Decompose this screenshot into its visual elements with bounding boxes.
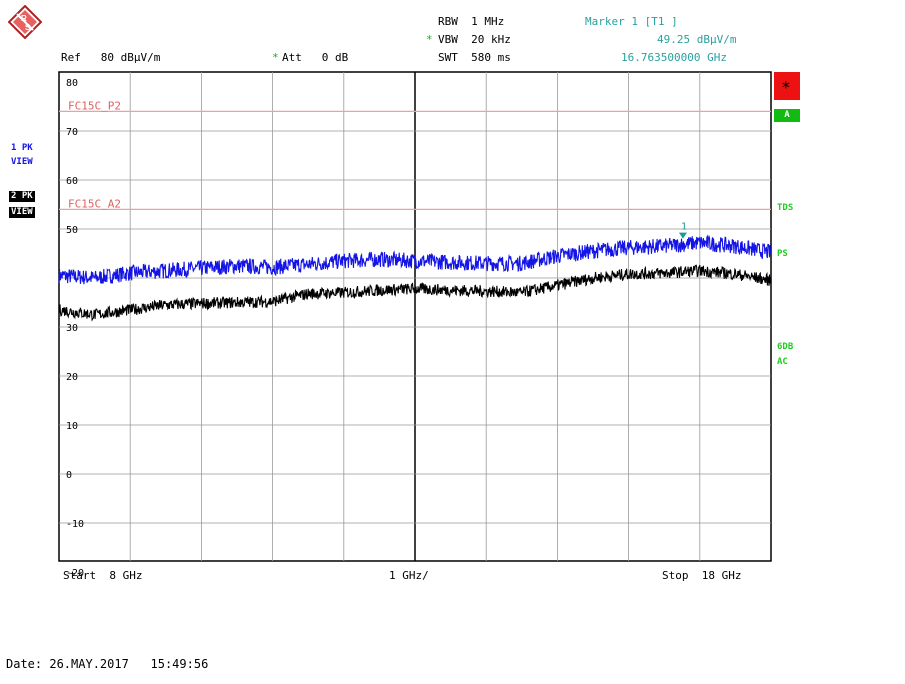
6db-label: 6DB — [777, 342, 794, 352]
trace1-detector-label: 1 PK — [11, 143, 33, 153]
trace1-mode-label: VIEW — [11, 157, 33, 167]
vbw-readout: VBW 20 kHz — [438, 33, 511, 46]
star-indicator: ∗ — [774, 72, 800, 100]
start-frequency: Start 8 GHz — [63, 569, 143, 582]
y-tick-label: 70 — [66, 127, 78, 138]
stop-frequency: Stop 18 GHz — [662, 569, 742, 582]
frequency-per-division: 1 GHz/ — [389, 569, 429, 582]
trace2-detector-label: 2 PK — [9, 191, 35, 202]
y-tick-label: -10 — [66, 519, 84, 530]
rbw-readout: RBW 1 MHz — [438, 15, 505, 28]
marker-triangle — [678, 232, 687, 239]
y-tick-label: 30 — [66, 323, 78, 334]
trace-1 — [58, 234, 772, 285]
traces — [58, 234, 772, 322]
y-tick-label: 20 — [66, 372, 78, 383]
capture-date: Date: 26.MAY.2017 15:49:56 — [6, 657, 209, 671]
marker: 1 — [678, 222, 687, 239]
att-star: * — [272, 51, 279, 64]
trace2-mode-label: VIEW — [9, 207, 35, 218]
limit-line-label: FC15C_P2 — [68, 99, 121, 112]
limit-line-label: FC15C_A2 — [68, 197, 121, 210]
sweep-time-readout: SWT 580 ms — [438, 51, 511, 64]
marker-title: Marker 1 [T1 ] — [585, 15, 678, 28]
y-tick-label: 50 — [66, 225, 78, 236]
a-indicator: A — [774, 109, 800, 122]
grid — [59, 72, 771, 561]
reference-level: Ref 80 dBµV/m — [61, 51, 161, 64]
tds-label: TDS — [777, 203, 794, 213]
ps-label: PS — [777, 249, 788, 259]
y-tick-label: 0 — [66, 470, 72, 481]
svg-text:S: S — [25, 23, 31, 32]
marker-frequency: 16.763500000 GHz — [621, 51, 727, 64]
trace-2 — [58, 264, 772, 322]
svg-text:R: R — [21, 14, 27, 23]
y-tick-label: 80 — [66, 78, 78, 89]
y-tick-labels: 80 70 60 50 30 20 10 0 -10 -20 — [66, 78, 84, 579]
attenuation-readout: Att 0 dB — [282, 51, 349, 64]
ac-label: AC — [777, 357, 788, 367]
y-tick-label: 60 — [66, 176, 78, 187]
y-tick-label: 10 — [66, 421, 78, 432]
limit-lines: FC15C_P2 FC15C_A2 — [59, 99, 771, 210]
marker-label: 1 — [681, 222, 687, 233]
y-tick-label: -20 — [66, 568, 84, 579]
vbw-star: * — [426, 33, 433, 46]
marker-level: 49.25 dBµV/m — [657, 33, 737, 46]
rs-logo-icon: R S — [8, 5, 42, 39]
